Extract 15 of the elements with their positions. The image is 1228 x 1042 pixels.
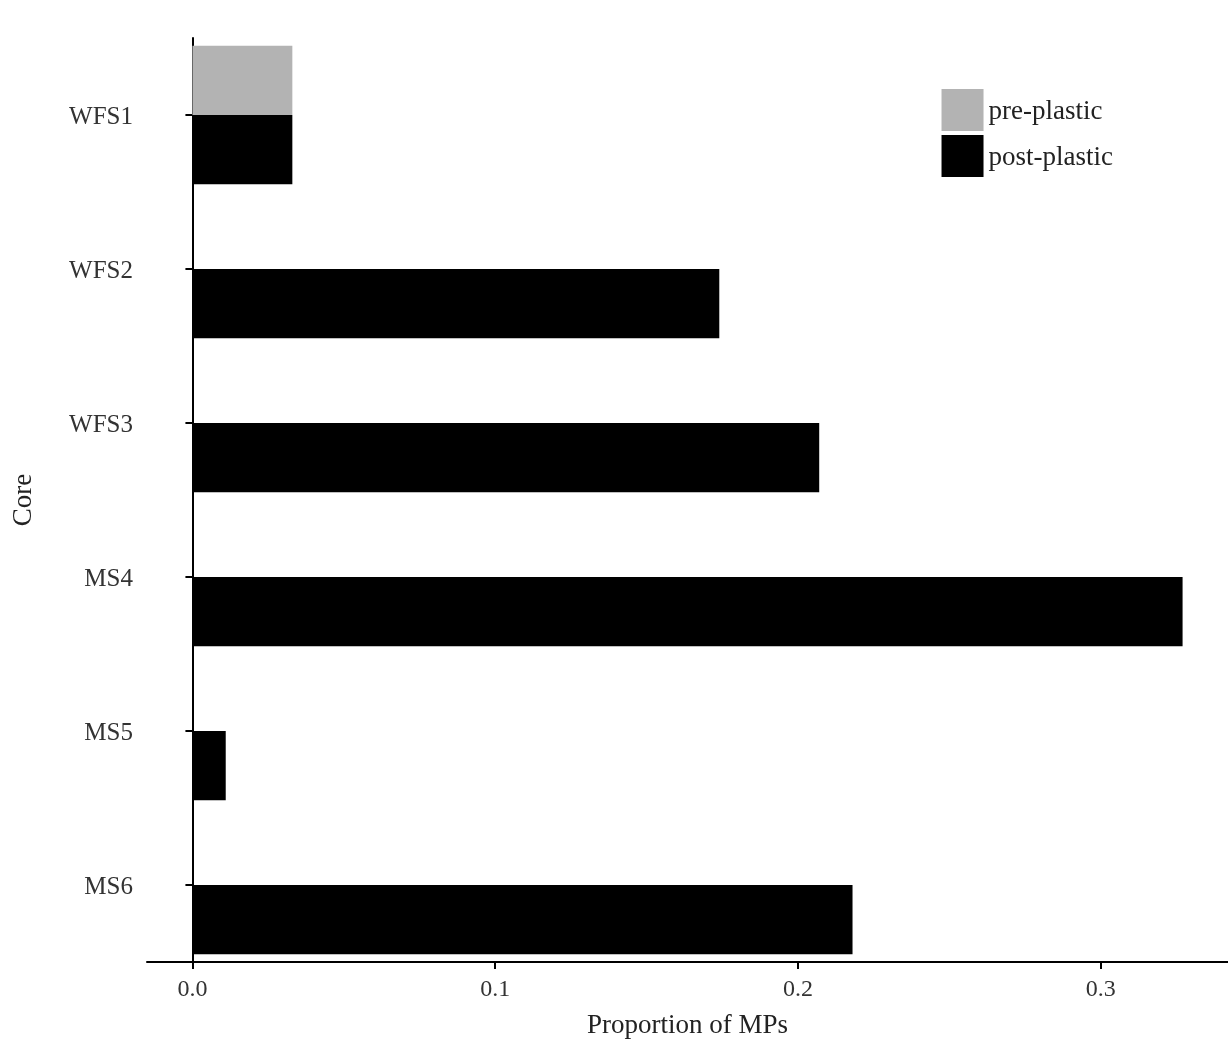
x-tick-label: 0.3 [1085,975,1116,1001]
x-tick-label: 0.2 [783,975,814,1001]
x-tick-label: 0.0 [177,975,208,1001]
y-tick-label: WFS2 [69,255,133,283]
y-tick-label: MS6 [84,871,133,899]
x-axis-title: Proportion of MPs [586,1008,789,1039]
bar [192,45,293,115]
y-tick-label: WFS3 [69,409,133,437]
y-tick-label: MS5 [84,717,133,745]
y-tick-label: WFS1 [69,101,133,129]
x-tick-label: 0.1 [480,975,511,1001]
legend-label: pre-plastic [988,95,1103,125]
y-tick-label: MS4 [84,563,134,591]
y-axis-title: Core [6,473,37,527]
legend-label: post-plastic [988,141,1114,171]
